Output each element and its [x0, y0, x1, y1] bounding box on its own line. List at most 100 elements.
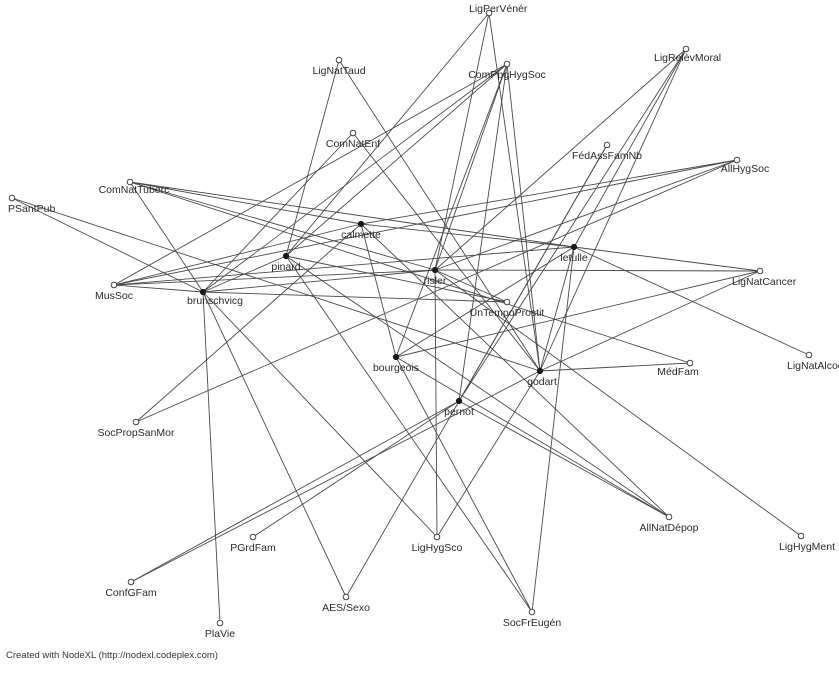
edge-risler-lignatcancer [434, 269, 761, 272]
edge-calmette-allnatdepop [360, 223, 670, 518]
node-calmette[interactable] [357, 220, 365, 228]
nodexl-credit: Created with NodeXL (http://nodexl.codep… [6, 650, 218, 661]
edge-allhygsoc-mussoc [113, 159, 738, 286]
edge-allhygsoc-risler [434, 159, 738, 271]
edge-comppghygsoc-godart [506, 63, 541, 372]
edge-letulle-mussoc [113, 246, 575, 286]
edge-letulle-godart [539, 246, 575, 372]
node-label-allnatdepop: AllNatDépop [640, 522, 699, 534]
node-label-lignatalcool: LigNatAlcool [787, 360, 839, 372]
edge-allhygsoc-calmette [360, 159, 738, 225]
edge-letulle-lignatalcool [573, 246, 810, 356]
node-comppghygsoc[interactable] [503, 60, 511, 68]
node-label-untempoprostit: UnTempoProstit [470, 307, 545, 319]
edge-comnatenf-brunschvicg [202, 132, 354, 293]
edge-bourgeois-lignatcancer [395, 270, 761, 358]
edge-pinard-allnatdepop [285, 255, 670, 518]
node-label-plavie: PlaVie [205, 628, 235, 640]
edge-brunschvicg-mussoc [113, 284, 204, 293]
edge-brunschvicg-aes-sexo [202, 291, 347, 598]
edge-comnattuberc-risler [129, 181, 436, 271]
node-label-comppghygsoc: ComPpgHygSoc [468, 69, 546, 81]
node-label-pinard: pinard [271, 261, 300, 273]
edge-pernot-allnatdepop [458, 400, 670, 518]
node-ligrelevmoral[interactable] [682, 45, 690, 53]
edge-godart-lignatcancer [539, 270, 761, 372]
node-mussoc[interactable] [110, 281, 118, 289]
node-untempoprostit[interactable] [503, 298, 511, 306]
node-confgfam[interactable] [127, 578, 135, 586]
node-label-lignatcancer: LigNatCancer [732, 276, 797, 288]
node-label-godart: godart [527, 376, 557, 388]
edge-godart-lighygsco [436, 370, 541, 538]
edge-allhygsoc-socpropsanmor [135, 159, 738, 423]
node-socfreugen[interactable] [528, 608, 536, 616]
node-psantpub[interactable] [8, 194, 16, 202]
edge-brunschvicg-lighygsco [202, 291, 438, 538]
node-label-socfreugen: SocFrEugén [503, 617, 562, 629]
node-bourgeois[interactable] [392, 353, 400, 361]
node-label-allhygsoc: AllHygSoc [721, 163, 769, 175]
node-label-lighygment: LigHygMent [779, 541, 835, 553]
node-label-fedassfamnb: FédAssFamNb [572, 150, 642, 162]
edge-comnattuberc-brunschvicg [129, 181, 204, 293]
edge-calmette-bourgeois [360, 223, 397, 358]
edge-bourgeois-allnatdepop [395, 356, 670, 518]
node-label-confgfam: ConfGFam [105, 587, 157, 599]
edge-calmette-letulle [360, 223, 575, 248]
node-pernot[interactable] [455, 397, 463, 405]
edge-fedassfamnb-aes-sexo [345, 144, 608, 598]
edge-comnattuberc-calmette [129, 181, 362, 225]
node-aes-sexo[interactable] [342, 593, 350, 601]
node-lignatalcool[interactable] [805, 351, 813, 359]
edge-risler-mussoc [113, 269, 436, 286]
node-brunschvicg[interactable] [199, 288, 207, 296]
node-plavie[interactable] [216, 619, 224, 627]
edge-godart-medfam [539, 362, 691, 372]
node-label-psantpub: PSantPub [8, 203, 55, 215]
node-label-aes-sexo: AES/Sexo [322, 602, 370, 614]
edge-bourgeois-socfreugen [395, 356, 533, 613]
edge-ligrelevmoral-pernot [458, 48, 687, 402]
node-label-letulle: letulle [560, 252, 588, 264]
node-socpropsanmor[interactable] [132, 418, 140, 426]
node-godart[interactable] [536, 367, 544, 375]
edge-calmette-socpropsanmor [135, 223, 362, 423]
node-lignatcancer[interactable] [756, 267, 764, 275]
node-ligpervener[interactable] [485, 9, 493, 17]
node-medfam[interactable] [686, 359, 694, 367]
edge-comppghygsoc-brunschvicg [202, 63, 508, 293]
node-comnatenf[interactable] [349, 129, 357, 137]
node-label-lignattaud: LigNatTaud [312, 65, 365, 77]
node-label-comnatenf: ComNatEnf [326, 138, 380, 150]
node-label-pernot: pernot [444, 406, 474, 418]
edge-layer [11, 12, 810, 624]
node-lignattaud[interactable] [335, 56, 343, 64]
edge-brunschvicg-plavie [202, 291, 221, 624]
node-allhygsoc[interactable] [733, 156, 741, 164]
node-pinard[interactable] [282, 252, 290, 260]
node-label-comnattuberc: ComNatTuberc [99, 184, 170, 196]
edge-psantpub-godart [11, 197, 541, 372]
node-label-lighygsco: LigHygSco [412, 542, 463, 554]
node-label-ligpervener: LigPerVénér [469, 3, 528, 15]
node-lighygment[interactable] [797, 532, 805, 540]
edge-pinard-brunschvicg [202, 255, 287, 293]
edge-comppghygsoc-risler [434, 63, 508, 271]
edge-risler-untempoprostit [434, 269, 508, 303]
node-allnatdepop[interactable] [665, 513, 673, 521]
node-layer [8, 9, 813, 627]
node-comnattuberc[interactable] [126, 178, 134, 186]
edge-psantpub-brunschvicg [11, 197, 204, 293]
edge-ligpervener-risler [434, 12, 490, 271]
node-risler[interactable] [431, 266, 439, 274]
node-fedassfamnb[interactable] [603, 141, 611, 149]
edge-risler-lighygsco [434, 269, 438, 538]
node-pgrdfam[interactable] [249, 533, 257, 541]
node-lighygsco[interactable] [433, 533, 441, 541]
node-label-ligrelevmoral: LigRelèvMoral [654, 52, 721, 64]
edge-calmette-mussoc [113, 223, 362, 286]
edge-ligrelevmoral-godart [539, 48, 687, 372]
node-letulle[interactable] [570, 243, 578, 251]
